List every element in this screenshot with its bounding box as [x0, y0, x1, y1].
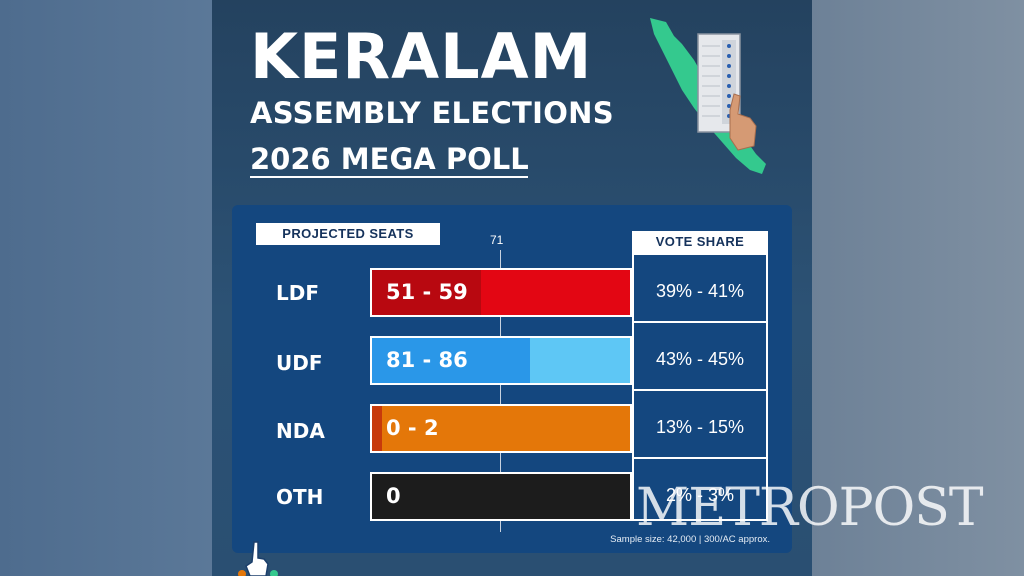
- seat-bar-fill-nda: [372, 406, 630, 451]
- seat-bar-oth: 0: [370, 472, 632, 521]
- vote-share-column: 39% - 41% 43% - 45% 13% - 15% 2% - 3%: [632, 253, 768, 521]
- voting-machine-icon: [697, 33, 741, 133]
- seat-bar-fill-oth: [372, 474, 630, 519]
- poll-title: 2026 MEGA POLL: [250, 142, 529, 176]
- page-title: KERALAM: [250, 20, 593, 93]
- title-underline: [250, 176, 528, 178]
- majority-mark-label: 71: [490, 233, 504, 247]
- seat-range-ldf: 51 - 59: [386, 280, 468, 304]
- page-subtitle: ASSEMBLY ELECTIONS: [250, 96, 614, 130]
- vote-share-udf: 43% - 45%: [655, 349, 745, 369]
- poll-poster: KERALAM ASSEMBLY ELECTIONS 2026 MEGA POL…: [212, 0, 812, 576]
- watermark: METROPOST: [636, 478, 984, 538]
- seat-range-udf: 81 - 86: [386, 348, 468, 372]
- vote-share-divider: [634, 389, 766, 391]
- vote-share-divider: [634, 321, 766, 323]
- seat-bar-low-udf: [530, 338, 630, 383]
- seat-bar-udf: 81 - 86: [370, 336, 632, 385]
- party-label-udf: UDF: [276, 351, 323, 375]
- vote-share-nda: 13% - 15%: [655, 417, 745, 437]
- vote-share-header: VOTE SHARE: [632, 231, 768, 253]
- vote-share-ldf: 39% - 41%: [655, 281, 745, 301]
- seat-range-nda: 0 - 2: [386, 416, 439, 440]
- projected-seats-label: PROJECTED SEATS: [256, 223, 440, 245]
- seat-bar-low-ldf: [372, 270, 481, 315]
- party-label-nda: NDA: [276, 419, 325, 443]
- party-label-ldf: LDF: [276, 281, 320, 305]
- finger-icon: [729, 93, 757, 151]
- vote-share-divider: [634, 457, 766, 459]
- left-background: [0, 0, 212, 576]
- vote-share-oth: 2% - 3%: [665, 485, 735, 505]
- seat-range-oth: 0: [386, 484, 401, 508]
- seat-bar-low-nda: [372, 406, 382, 451]
- results-panel: PROJECTED SEATS 71 VOTE SHARE 39% - 41% …: [232, 205, 792, 553]
- seat-bar-ldf: 51 - 59: [370, 268, 632, 317]
- majority-line: [500, 250, 501, 532]
- voting-hand-icon: [238, 541, 278, 576]
- right-background: [812, 0, 1024, 576]
- seat-bar-nda: 0 - 2: [370, 404, 632, 453]
- kerala-map-icon: [650, 18, 766, 174]
- sample-size-note: Sample size: 42,000 | 300/AC approx.: [610, 534, 770, 545]
- party-label-oth: OTH: [276, 485, 324, 509]
